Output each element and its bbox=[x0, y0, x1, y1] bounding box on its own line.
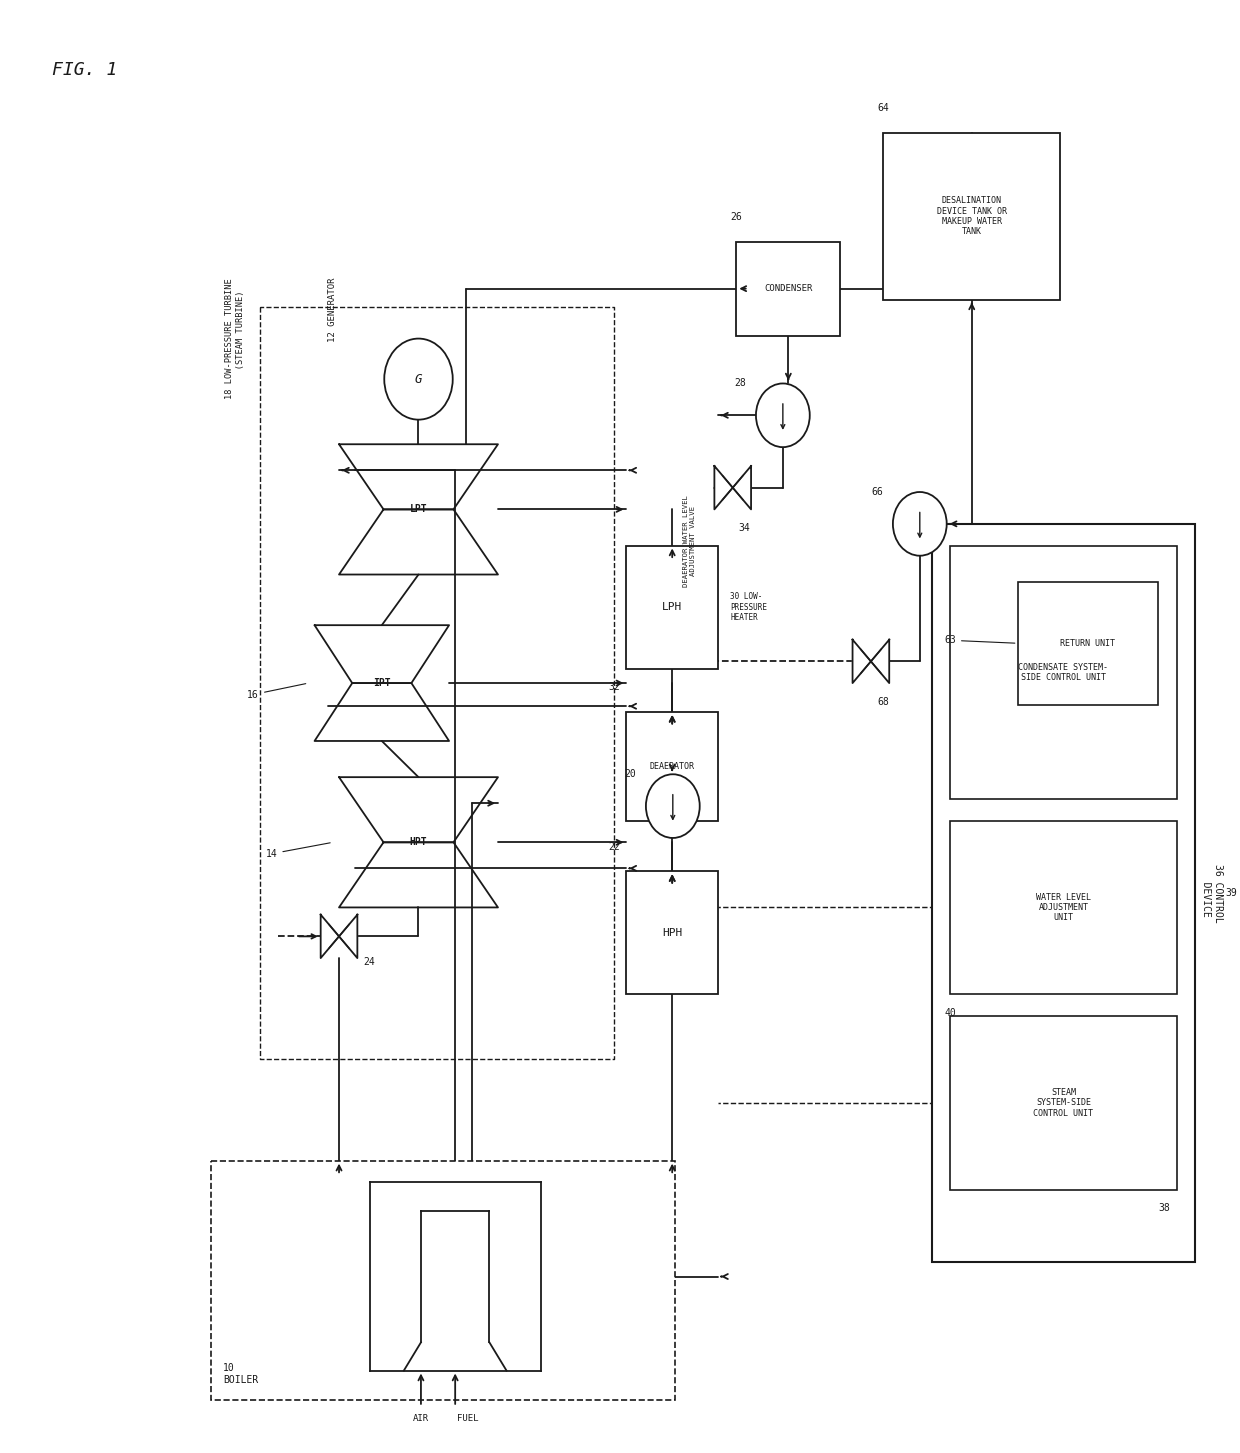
Bar bbox=[626, 872, 718, 994]
Circle shape bbox=[756, 384, 810, 448]
Text: 18 LOW-PRESSURE TURBINE
   (STEAM TURBINE): 18 LOW-PRESSURE TURBINE (STEAM TURBINE) bbox=[226, 278, 244, 398]
Bar bbox=[211, 1161, 676, 1399]
Text: 38: 38 bbox=[1158, 1203, 1171, 1213]
Polygon shape bbox=[853, 639, 870, 683]
Text: HPH: HPH bbox=[662, 928, 682, 937]
Text: 24: 24 bbox=[363, 958, 376, 968]
Polygon shape bbox=[733, 466, 751, 510]
Text: 30 LOW-
PRESSURE
HEATER: 30 LOW- PRESSURE HEATER bbox=[730, 593, 768, 622]
Bar bbox=[883, 134, 1060, 299]
Text: 20: 20 bbox=[624, 769, 636, 779]
Polygon shape bbox=[321, 915, 339, 958]
Text: IPT: IPT bbox=[373, 679, 391, 689]
Text: 39: 39 bbox=[1225, 888, 1238, 898]
Text: AIR: AIR bbox=[413, 1414, 429, 1422]
Text: 64: 64 bbox=[877, 103, 889, 113]
Text: 34: 34 bbox=[739, 523, 750, 533]
Text: 40: 40 bbox=[944, 1008, 956, 1019]
Bar bbox=[950, 1016, 1177, 1190]
Polygon shape bbox=[714, 466, 733, 510]
Text: HPT: HPT bbox=[409, 837, 428, 847]
Text: 63: 63 bbox=[944, 635, 1014, 645]
Text: STEAM
SYSTEM-SIDE
CONTROL UNIT: STEAM SYSTEM-SIDE CONTROL UNIT bbox=[1033, 1088, 1094, 1117]
Circle shape bbox=[646, 774, 699, 838]
Bar bbox=[626, 712, 718, 821]
Text: FUEL: FUEL bbox=[456, 1414, 479, 1422]
Text: FIG. 1: FIG. 1 bbox=[52, 61, 117, 78]
Text: 22: 22 bbox=[609, 841, 620, 851]
Bar bbox=[932, 525, 1195, 1263]
Text: 12 GENERATOR: 12 GENERATOR bbox=[329, 278, 337, 343]
Text: 68: 68 bbox=[877, 697, 889, 706]
Text: LPH: LPH bbox=[662, 602, 682, 612]
Circle shape bbox=[893, 493, 946, 555]
Text: 28: 28 bbox=[734, 378, 745, 388]
Text: CONDENSATE SYSTEM-
SIDE CONTROL UNIT: CONDENSATE SYSTEM- SIDE CONTROL UNIT bbox=[1018, 663, 1109, 681]
Bar bbox=[950, 545, 1177, 799]
Bar bbox=[950, 821, 1177, 994]
Text: LPT: LPT bbox=[409, 504, 428, 514]
Text: WATER LEVEL
ADJUSTMENT
UNIT: WATER LEVEL ADJUSTMENT UNIT bbox=[1035, 892, 1091, 923]
Text: G: G bbox=[414, 372, 423, 385]
Text: 26: 26 bbox=[730, 212, 742, 222]
Text: 16: 16 bbox=[247, 684, 306, 699]
Text: 36 CONTROL
   DEVICE: 36 CONTROL DEVICE bbox=[1202, 863, 1223, 923]
Text: 10
BOILER: 10 BOILER bbox=[223, 1363, 258, 1385]
Text: RETURN UNIT: RETURN UNIT bbox=[1060, 639, 1116, 648]
Polygon shape bbox=[870, 639, 889, 683]
Bar bbox=[626, 545, 718, 668]
Bar bbox=[737, 241, 841, 336]
Polygon shape bbox=[339, 915, 357, 958]
Text: CONDENSER: CONDENSER bbox=[764, 285, 812, 294]
Text: 32: 32 bbox=[609, 683, 620, 692]
Circle shape bbox=[384, 339, 453, 420]
Text: DEAERATOR WATER LEVEL
ADJUSTMENT VALVE: DEAERATOR WATER LEVEL ADJUSTMENT VALVE bbox=[683, 495, 696, 587]
Bar bbox=[1018, 581, 1158, 705]
Text: 14: 14 bbox=[265, 843, 330, 859]
Text: 66: 66 bbox=[870, 487, 883, 497]
Text: DESALINATION
DEVICE TANK OR
MAKEUP WATER
TANK: DESALINATION DEVICE TANK OR MAKEUP WATER… bbox=[936, 196, 1007, 237]
Text: DEAERATOR: DEAERATOR bbox=[650, 761, 694, 770]
